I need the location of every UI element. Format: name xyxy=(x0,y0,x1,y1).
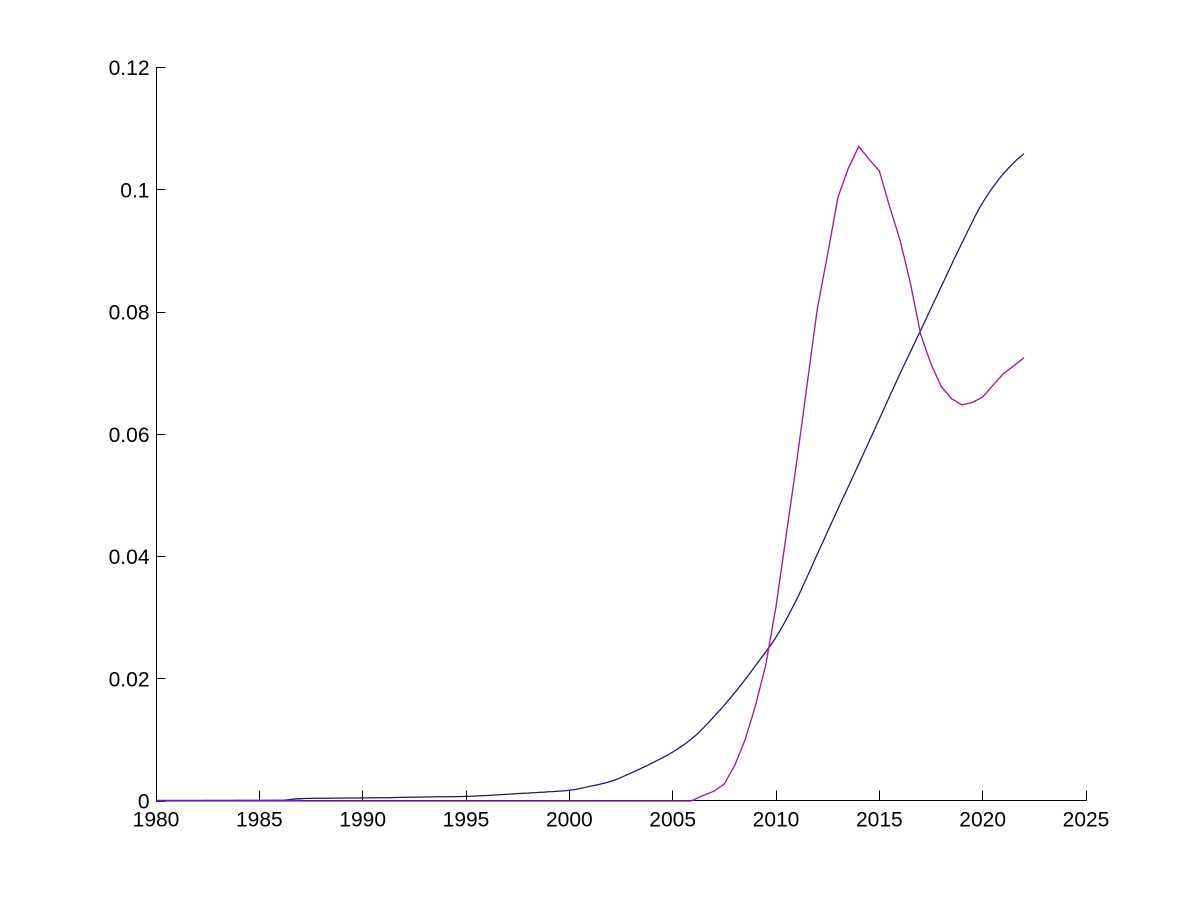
svg-text:2020: 2020 xyxy=(959,808,1006,831)
svg-text:2000: 2000 xyxy=(546,808,593,831)
svg-text:0.04: 0.04 xyxy=(109,546,150,569)
svg-text:1985: 1985 xyxy=(236,808,283,831)
svg-text:1980: 1980 xyxy=(133,808,180,831)
svg-text:0.12: 0.12 xyxy=(109,57,150,80)
svg-text:2015: 2015 xyxy=(856,808,903,831)
svg-text:0.02: 0.02 xyxy=(109,668,150,691)
svg-text:0.1: 0.1 xyxy=(120,179,149,202)
svg-text:0.08: 0.08 xyxy=(109,302,150,325)
svg-text:1995: 1995 xyxy=(443,808,490,831)
svg-text:0: 0 xyxy=(138,791,150,814)
svg-text:1990: 1990 xyxy=(339,808,386,831)
svg-text:2010: 2010 xyxy=(753,808,800,831)
svg-text:2025: 2025 xyxy=(1063,808,1110,831)
svg-text:2005: 2005 xyxy=(649,808,696,831)
svg-text:0.06: 0.06 xyxy=(109,424,150,447)
